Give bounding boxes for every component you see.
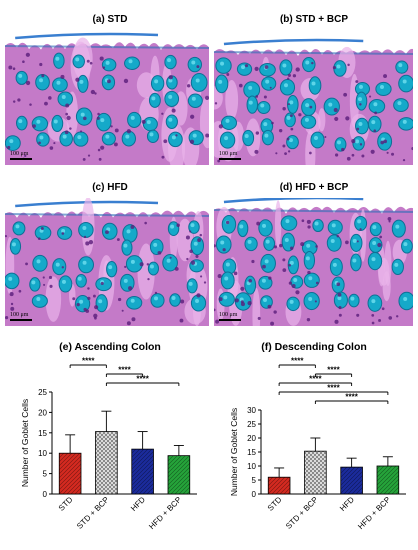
x-tick-label: STD + BCP [75,495,111,531]
y-tick-label: 10 [247,462,256,471]
x-tick-label: HFD [129,495,147,513]
x-tick-label: HFD + BCP [356,495,392,531]
x-tick-label: STD [57,495,75,513]
scale-bar: 100 μm [10,151,32,160]
y-tick-label: 30 [247,406,256,415]
y-axis-label: Number of Goblet Cells [20,399,30,487]
significance-label: **** [327,366,340,375]
bar [131,448,154,495]
y-tick-label: 0 [252,490,257,499]
y-tick-label: 25 [247,420,256,429]
y-axis-label: Number of Goblet Cells [229,408,239,496]
bar [304,450,327,495]
y-tick-label: 15 [38,429,47,438]
x-tick-label: STD + BCP [284,495,320,531]
y-tick-label: 5 [252,476,257,485]
scale-bar: 100 μm [219,151,241,160]
y-tick-label: 20 [247,434,256,443]
chart-e-title: (e) Ascending Colon [59,341,161,353]
chart-ascending-colon: 0 5 10 15 20 25 Number of Goblet Cells STD STD +… [20,357,197,531]
x-tick-label: HFD [338,495,356,513]
y-tick-label: 5 [43,470,48,479]
significance-label: **** [345,393,358,402]
micrograph-std-bcp: 100 μm [214,30,413,165]
x-tick-label: STD [266,495,284,513]
bar [340,466,363,495]
chart-f-title: (f) Descending Colon [261,341,367,353]
scale-bar: 100 μm [219,312,241,321]
bar [167,455,191,495]
x-tick-label: HFD + BCP [147,495,183,531]
micrograph-hfd-bcp: 100 μm [214,198,413,326]
significance-label: **** [327,384,340,393]
y-tick-label: 10 [38,449,47,458]
panel-c-title: (c) HFD [92,182,128,193]
significance-label: **** [118,366,131,375]
y-tick-label: 25 [38,388,47,397]
y-tick-label: 20 [38,408,47,417]
y-tick-label: 0 [43,490,48,499]
bar [376,465,400,495]
significance-label: **** [136,375,149,384]
panel-d-title: (d) HFD + BCP [279,182,349,193]
panel-a-title: (a) STD [92,14,128,25]
significance-label: **** [309,375,322,384]
scale-bar: 100 μm [10,312,32,321]
micrograph-hfd: 100 μm [5,198,209,326]
y-tick-label: 15 [247,448,256,457]
bar [95,431,118,495]
chart-descending-colon: 0 5 10 15 20 25 30 Number of Goblet Cells STD STD… [229,357,406,531]
significance-label: **** [291,357,304,366]
panel-b-title: (b) STD + BCP [279,14,349,25]
micrograph-std: 100 μm [5,30,209,165]
bar [267,476,291,495]
significance-label: **** [82,357,95,366]
bar [58,452,82,495]
